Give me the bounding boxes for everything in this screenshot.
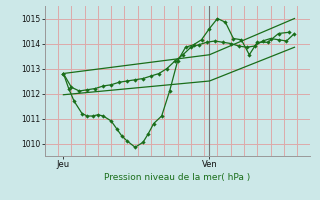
- X-axis label: Pression niveau de la mer( hPa ): Pression niveau de la mer( hPa ): [104, 173, 251, 182]
